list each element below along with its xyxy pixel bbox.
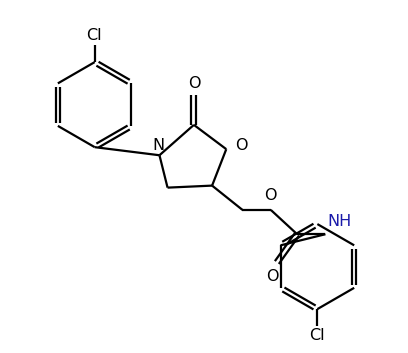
Text: N: N xyxy=(153,138,165,153)
Text: O: O xyxy=(235,138,248,154)
Text: O: O xyxy=(188,76,200,91)
Text: Cl: Cl xyxy=(86,29,102,43)
Text: O: O xyxy=(266,269,278,284)
Text: O: O xyxy=(264,189,277,203)
Text: Cl: Cl xyxy=(310,328,325,343)
Text: NH: NH xyxy=(327,214,351,228)
